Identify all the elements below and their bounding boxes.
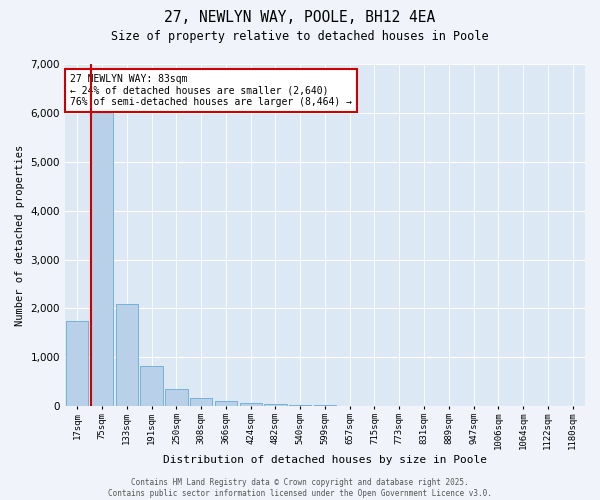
- Bar: [190, 398, 212, 406]
- Text: Size of property relative to detached houses in Poole: Size of property relative to detached ho…: [111, 30, 489, 43]
- Bar: [239, 402, 262, 406]
- Bar: [215, 401, 237, 406]
- Bar: [264, 404, 287, 406]
- Bar: [140, 366, 163, 406]
- Bar: [165, 388, 188, 406]
- Y-axis label: Number of detached properties: Number of detached properties: [15, 144, 25, 326]
- Text: Contains HM Land Registry data © Crown copyright and database right 2025.
Contai: Contains HM Land Registry data © Crown c…: [108, 478, 492, 498]
- Bar: [289, 405, 311, 406]
- Bar: [116, 304, 138, 406]
- X-axis label: Distribution of detached houses by size in Poole: Distribution of detached houses by size …: [163, 455, 487, 465]
- Bar: [314, 405, 336, 406]
- Bar: [66, 320, 88, 406]
- Text: 27 NEWLYN WAY: 83sqm
← 24% of detached houses are smaller (2,640)
76% of semi-de: 27 NEWLYN WAY: 83sqm ← 24% of detached h…: [70, 74, 352, 108]
- Text: 27, NEWLYN WAY, POOLE, BH12 4EA: 27, NEWLYN WAY, POOLE, BH12 4EA: [164, 10, 436, 25]
- Bar: [91, 91, 113, 406]
